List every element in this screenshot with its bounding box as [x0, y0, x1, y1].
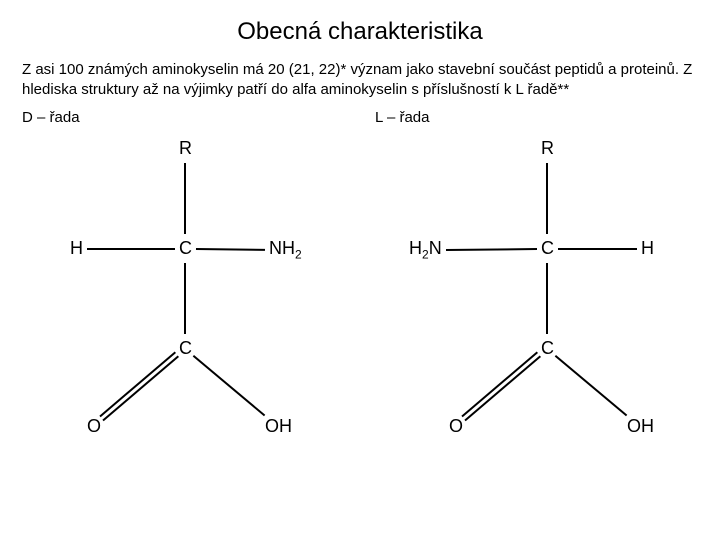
series-labels: D – řada L – řada	[0, 107, 720, 126]
atom-h: H	[641, 238, 654, 259]
atom-c2: C	[541, 338, 554, 359]
atom-c1: C	[541, 238, 554, 259]
atom-c1: C	[179, 238, 192, 259]
label-l-series: L – řada	[345, 109, 698, 126]
bond	[103, 356, 179, 421]
bond	[558, 248, 637, 250]
atom-h: H	[70, 238, 83, 259]
bond	[555, 355, 628, 416]
intro-paragraph: Z asi 100 známých aminokyselin má 20 (21…	[0, 46, 720, 107]
atom-o: O	[87, 416, 101, 437]
page-title: Obecná charakteristika	[0, 0, 720, 46]
bond	[184, 163, 186, 234]
bond	[100, 352, 176, 417]
bond	[196, 248, 265, 250]
bond	[546, 263, 548, 334]
bond	[446, 248, 537, 250]
atom-oh: OH	[627, 416, 654, 437]
atom-o: O	[449, 416, 463, 437]
atom-h2n: H2N	[409, 238, 442, 262]
diagram-l-amino-acid: R H2N C H C O OH	[365, 126, 705, 446]
atom-oh: OH	[265, 416, 292, 437]
atom-nh2: NH2	[269, 238, 302, 262]
bond	[184, 263, 186, 334]
atom-r: R	[541, 138, 554, 159]
bond	[546, 163, 548, 234]
bond	[87, 248, 175, 250]
diagram-d-amino-acid: R H C NH2 C O OH	[15, 126, 355, 446]
atom-c2: C	[179, 338, 192, 359]
bond	[193, 355, 266, 416]
atom-r: R	[179, 138, 192, 159]
bond	[465, 356, 541, 421]
bond	[462, 352, 538, 417]
diagrams-row: R H C NH2 C O OH R H2N C H C O OH	[0, 126, 720, 446]
label-d-series: D – řada	[22, 109, 345, 126]
